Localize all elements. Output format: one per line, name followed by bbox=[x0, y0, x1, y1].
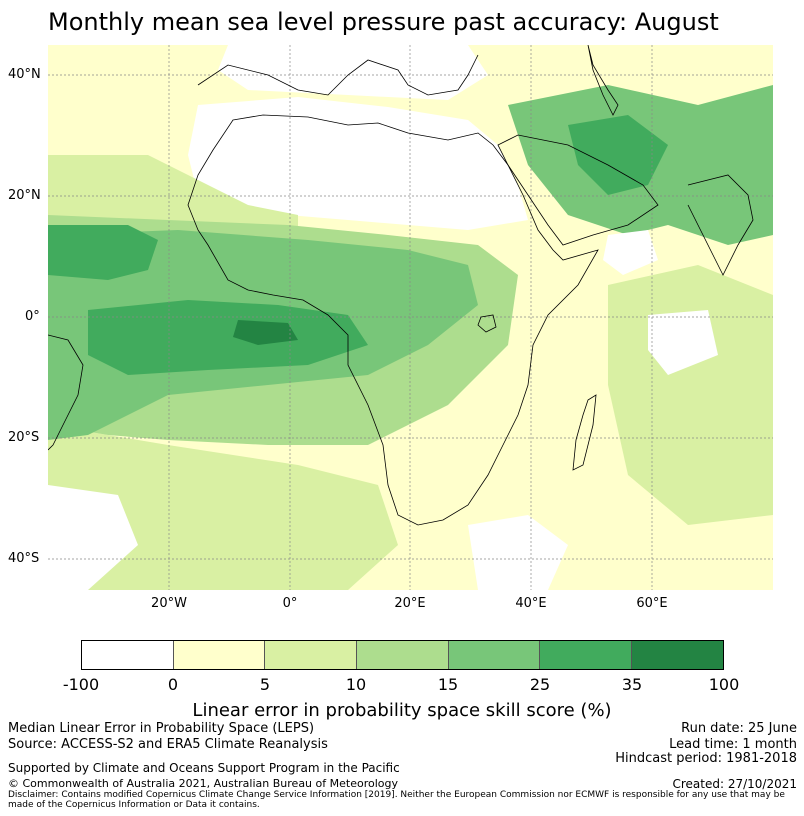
zone-dark-green-arabia bbox=[568, 115, 668, 195]
coast-lake-victoria bbox=[477, 314, 497, 333]
graticule bbox=[48, 45, 773, 590]
zone-light-green-south bbox=[48, 425, 398, 590]
colorbar-segment bbox=[540, 641, 632, 669]
lon-label-20e: 20°E bbox=[394, 596, 426, 611]
lat-label-20n: 20°N bbox=[8, 188, 41, 203]
map-title: Monthly mean sea level pressure past acc… bbox=[48, 8, 719, 36]
coast-caspian bbox=[587, 44, 619, 116]
footer-source: Source: ACCESS-S2 and ERA5 Climate Reana… bbox=[8, 737, 328, 752]
footer-run-date: Run date: 25 June bbox=[681, 721, 797, 736]
colorbar bbox=[81, 640, 724, 670]
lon-label-40e: 40°E bbox=[515, 596, 547, 611]
coast-africa bbox=[187, 114, 599, 526]
skill-zones bbox=[48, 45, 773, 590]
colorbar-tick: 35 bbox=[621, 675, 643, 694]
colorbar-tick: 0 bbox=[167, 675, 179, 694]
lon-label-60e: 60°E bbox=[636, 596, 668, 611]
zone-darkest-green bbox=[233, 320, 298, 345]
lon-label-0: 0° bbox=[282, 596, 298, 611]
colorbar-label: Linear error in probability space skill … bbox=[192, 700, 612, 721]
colorbar-segment bbox=[265, 641, 357, 669]
footer-disclaimer: Disclaimer: Contains modified Copernicus… bbox=[8, 790, 785, 810]
lat-label-20s: 20°S bbox=[8, 430, 40, 445]
zone-white-patch-4 bbox=[468, 515, 568, 590]
footer-created: Created: 27/10/2021 bbox=[672, 777, 797, 791]
colorbar-tick: 15 bbox=[437, 675, 459, 694]
colorbar-segment bbox=[173, 641, 266, 669]
colorbar-tick: 10 bbox=[345, 675, 367, 694]
coast-madagascar bbox=[572, 394, 597, 471]
colorbar-segment bbox=[82, 641, 174, 669]
zone-white-patch-2 bbox=[648, 310, 718, 375]
colorbar-tick: 100 bbox=[708, 675, 740, 694]
footer-copyright: © Commonwealth of Australia 2021, Austra… bbox=[8, 777, 398, 790]
footer-lead-time: Lead time: 1 month bbox=[669, 737, 797, 752]
footer-hindcast: Hindcast period: 1981-2018 bbox=[615, 751, 797, 766]
zone-sahara bbox=[188, 97, 528, 230]
colorbar-tick: 5 bbox=[259, 675, 271, 694]
colorbar-segment bbox=[356, 641, 449, 669]
lat-label-0: 0° bbox=[25, 309, 40, 324]
lat-label-40s: 40°S bbox=[8, 551, 40, 566]
zone-white-patch-1 bbox=[603, 230, 658, 275]
coast-arabia bbox=[497, 134, 659, 246]
colorbar-segment bbox=[448, 641, 541, 669]
lon-label-20w: 20°W bbox=[151, 596, 187, 611]
zone-north-white bbox=[218, 45, 488, 100]
map-area[interactable] bbox=[47, 44, 773, 590]
coast-india bbox=[687, 174, 754, 276]
skill-map bbox=[47, 44, 773, 590]
coast-europe bbox=[197, 54, 479, 96]
zone-white-patch-3 bbox=[48, 485, 138, 590]
colorbar-tick: -100 bbox=[62, 675, 100, 694]
coast-brazil bbox=[47, 334, 84, 451]
zone-dark-green-gulf bbox=[88, 300, 368, 375]
footer-support: Supported by Climate and Oceans Support … bbox=[8, 761, 400, 775]
lat-label-40n: 40°N bbox=[8, 67, 41, 82]
colorbar-tick: 25 bbox=[529, 675, 551, 694]
colorbar-segment bbox=[631, 641, 723, 669]
footer-method: Median Linear Error in Probability Space… bbox=[8, 721, 315, 736]
coastlines bbox=[47, 44, 754, 526]
zone-dark-green-atlantic bbox=[48, 225, 158, 280]
